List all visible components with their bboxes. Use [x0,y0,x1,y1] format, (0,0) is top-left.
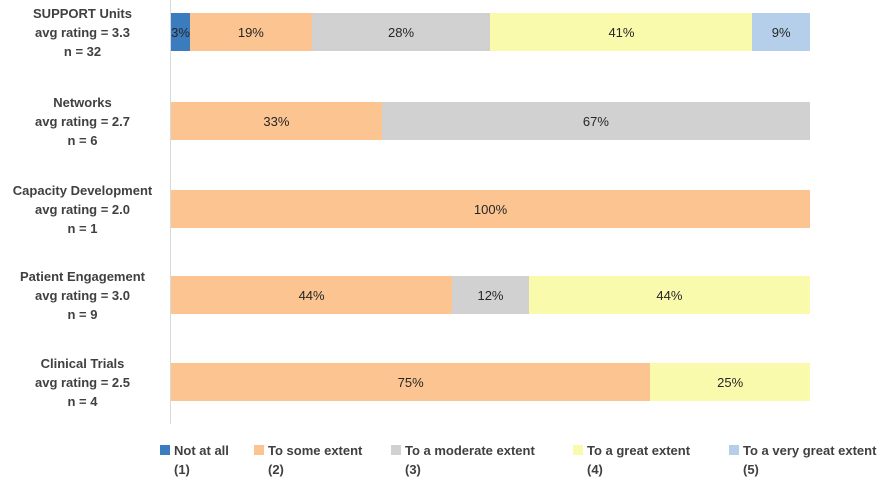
legend-swatch-icon [254,445,264,455]
category-avg-rating: avg rating = 3.0 [34,287,130,303]
legend-item: To a moderate extent (3) [391,441,535,479]
bar-segment: 19% [190,13,312,51]
legend-text: To some extent (2) [268,441,362,479]
legend-swatch-icon [573,445,583,455]
category-n: n = 9 [67,306,98,322]
segment-value-label: 33% [263,113,290,129]
legend-text: To a very great extent (5) [743,441,876,479]
bar-track: 44% 12% 44% [171,276,810,314]
segment-value-label: 25% [717,374,744,390]
category-avg-rating: avg rating = 3.3 [34,24,130,40]
segment-value-label: 100% [473,201,508,217]
bar-segment: 100% [171,190,810,228]
category-avg-rating: avg rating = 2.7 [34,113,130,129]
segment-value-label: 41% [608,24,635,40]
bar-segment: 67% [381,102,810,140]
segment-value-label: 44% [656,287,683,303]
segment-value-label: 3% [171,24,190,40]
category-label: Clinical Trials avg rating = 2.5 n = 4 [0,356,165,409]
legend-item: To a great extent (4) [573,441,690,479]
category-n: n = 6 [67,132,98,148]
bar-segment: 75% [171,363,651,401]
category-name: Patient Engagement [20,268,145,284]
category-label: Networks avg rating = 2.7 n = 6 [0,95,165,148]
segment-value-label: 19% [237,24,264,40]
legend-series-scale: (4) [587,462,603,477]
category-label: SUPPORT Units avg rating = 3.3 n = 32 [0,6,165,59]
legend-item: To a very great extent (5) [729,441,876,479]
bar-segment: 9% [752,13,810,51]
bar-segment: 44% [171,276,453,314]
category-n: n = 4 [67,393,98,409]
bar-track: 100% [171,190,810,228]
bar-track: 75% 25% [171,363,810,401]
category-axis-line [170,0,171,424]
legend-series-name: Not at all [174,443,229,458]
legend-swatch-icon [160,445,170,455]
legend-series-name: To a great extent [587,443,691,458]
bar-segment: 41% [490,13,753,51]
segment-value-label: 44% [298,287,325,303]
category-avg-rating: avg rating = 2.5 [34,374,130,390]
bar-segment: 25% [650,363,810,401]
category-name: Capacity Development [12,182,153,198]
legend-series-name: To some extent [268,443,363,458]
category-n: n = 32 [63,43,102,59]
category-avg-rating: avg rating = 2.0 [34,201,130,217]
segment-value-label: 28% [388,24,415,40]
bar-segment: 12% [452,276,529,314]
bar-segment: 44% [528,276,810,314]
bar-track: 3% 19% 28% 41% 9% [171,13,810,51]
legend-series-name: To a very great extent [743,443,877,458]
bar-track: 33% 67% [171,102,810,140]
legend-item: To some extent (2) [254,441,362,479]
legend-swatch-icon [729,445,739,455]
bar-segment: 33% [171,102,382,140]
segment-value-label: 12% [477,287,504,303]
legend-text: To a moderate extent (3) [405,441,535,479]
category-label: Capacity Development avg rating = 2.0 n = … [0,183,165,236]
category-n: n = 1 [67,220,98,236]
category-name: Clinical Trials [40,355,125,371]
category-name: Networks [53,94,112,110]
segment-value-label: 67% [582,113,609,129]
segment-value-label: 75% [397,374,424,390]
category-name: SUPPORT Units [33,5,132,21]
category-label: Patient Engagement avg rating = 3.0 n = 9 [0,269,165,322]
legend-text: To a great extent (4) [587,441,690,479]
segment-value-label: 9% [771,24,791,40]
legend-series-scale: (2) [268,462,284,477]
bar-segment: 28% [311,13,491,51]
legend-item: Not at all (1) [160,441,229,479]
legend-text: Not at all (1) [174,441,229,479]
legend-series-name: To a moderate extent [405,443,535,458]
legend-series-scale: (5) [743,462,759,477]
bar-segment: 3% [171,13,191,51]
legend-swatch-icon [391,445,401,455]
legend-series-scale: (3) [405,462,421,477]
legend-series-scale: (1) [174,462,190,477]
